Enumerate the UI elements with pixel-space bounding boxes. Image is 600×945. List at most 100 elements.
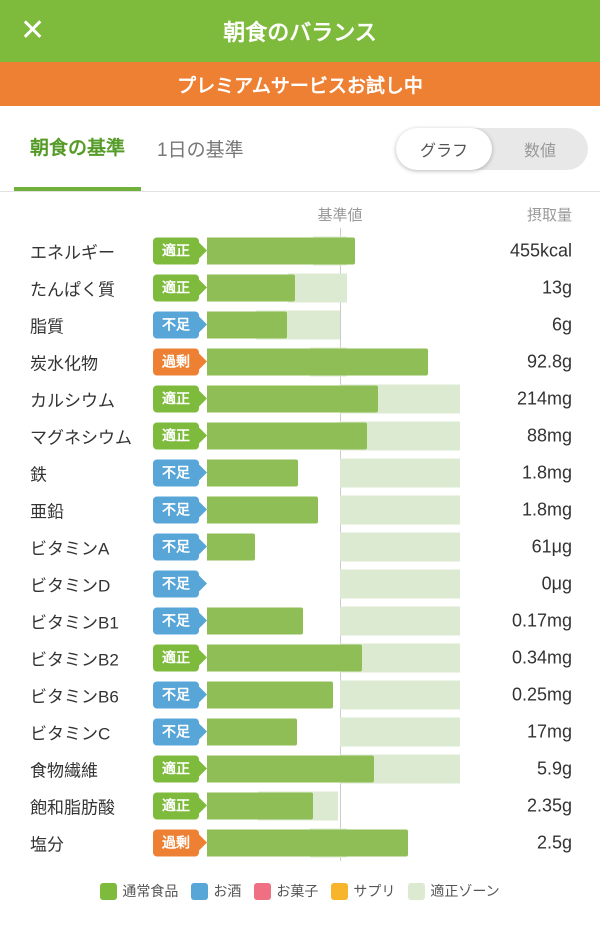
legend-label: お菓子 [276, 883, 319, 899]
intake-value: 2.5g [536, 832, 572, 852]
intake-value: 61μg [531, 536, 572, 556]
appropriate-zone [340, 458, 460, 487]
nutrient-label: 鉄 [30, 465, 47, 484]
intake-bar [207, 385, 378, 412]
intake-value: 5.9g [536, 758, 572, 778]
status-badge-label: 不足 [162, 575, 190, 592]
status-badge-label: 不足 [162, 612, 190, 629]
status-badge-label: 不足 [162, 464, 190, 481]
intake-bar [207, 607, 303, 634]
intake-bar [207, 644, 362, 671]
intake-bar [207, 237, 355, 264]
nutrient-row: ビタミンD 不足 0μg [0, 565, 600, 602]
intake-value: 92.8g [526, 351, 572, 371]
appropriate-zone [288, 273, 347, 302]
appropriate-zone [340, 532, 460, 561]
nutrient-label: たんぱく質 [30, 280, 115, 299]
status-badge: 過剰 [153, 348, 199, 375]
intake-value: 13g [541, 277, 572, 297]
nutrient-row: エネルギー 適正 455kcal [0, 232, 600, 269]
toggle-numeric-option[interactable]: 数値 [523, 142, 556, 160]
status-badge: 適正 [153, 422, 199, 449]
status-badge: 適正 [153, 274, 199, 301]
intake-value: 455kcal [509, 240, 572, 260]
nutrient-row: ビタミンA 不足 61μg [0, 528, 600, 565]
nutrient-label: マグネシウム [30, 428, 132, 447]
intake-bar [207, 348, 428, 375]
status-badge: 不足 [153, 496, 199, 523]
intake-bar [207, 422, 367, 449]
nutrient-row: 塩分 過剰 2.5g [0, 824, 600, 861]
page-title: 朝食のバランス [223, 20, 377, 45]
chart-rows: エネルギー 適正 455kcal たんぱく質 適正 13g 脂質 不足 6g 炭… [0, 232, 600, 861]
nutrient-row: ビタミンB1 不足 0.17mg [0, 602, 600, 639]
status-badge-label: 適正 [162, 797, 190, 814]
legend-label: 適正ゾーン [430, 883, 500, 899]
status-badge: 適正 [153, 644, 199, 671]
status-badge: 不足 [153, 607, 199, 634]
legend-swatch [254, 882, 272, 900]
legend-label: お酒 [213, 883, 242, 899]
intake-value: 0.25mg [511, 684, 572, 704]
status-badge: 適正 [153, 755, 199, 782]
intake-value: 2.35g [526, 795, 572, 815]
intake-bar [207, 533, 255, 560]
status-badge: 不足 [153, 570, 199, 597]
status-badge: 不足 [153, 311, 199, 338]
nutrient-row: 脂質 不足 6g [0, 306, 600, 343]
tab-day-standard[interactable]: 1日の基準 [157, 140, 244, 161]
intake-bar [207, 829, 408, 856]
intake-bar [207, 792, 313, 819]
status-badge-label: 適正 [162, 279, 190, 296]
nutrient-row: 亜鉛 不足 1.8mg [0, 491, 600, 528]
tab-breakfast-standard[interactable]: 朝食の基準 [14, 106, 142, 191]
intake-value: 17mg [526, 721, 572, 741]
appropriate-zone [340, 717, 460, 746]
toggle-graph-option[interactable]: グラフ [396, 127, 492, 170]
status-badge-label: 不足 [162, 686, 190, 703]
intake-value: 88mg [526, 425, 572, 445]
nutrient-label: ビタミンB1 [30, 613, 119, 632]
graph-numeric-toggle[interactable]: グラフ 数値 [396, 127, 588, 170]
intake-column-header: 摂取量 [526, 207, 572, 224]
intake-value: 0.34mg [511, 647, 572, 667]
legend-swatch [408, 882, 426, 900]
nutrient-row: ビタミンB6 不足 0.25mg [0, 676, 600, 713]
status-badge-label: 適正 [162, 427, 190, 444]
nutrient-label: 飽和脂肪酸 [30, 798, 115, 817]
nutrient-label: ビタミンB6 [30, 687, 119, 706]
status-badge-label: 適正 [162, 390, 190, 407]
nutrient-label: 亜鉛 [30, 502, 64, 521]
appropriate-zone [340, 606, 460, 635]
intake-value: 214mg [516, 388, 572, 408]
intake-bar [207, 681, 333, 708]
nutrient-row: ビタミンC 不足 17mg [0, 713, 600, 750]
intake-bar [207, 496, 318, 523]
status-badge: 過剰 [153, 829, 199, 856]
status-badge: 適正 [153, 792, 199, 819]
legend-label: サプリ [353, 883, 396, 899]
status-badge-label: 不足 [162, 538, 190, 555]
intake-value: 1.8mg [521, 499, 572, 519]
nutrient-label: ビタミンB2 [30, 650, 119, 669]
nutrient-label: ビタミンC [30, 724, 111, 743]
nutrient-row: 炭水化物 過剰 92.8g [0, 343, 600, 380]
intake-bar [207, 459, 298, 486]
intake-value: 1.8mg [521, 462, 572, 482]
close-icon[interactable]: ✕ [20, 14, 46, 47]
premium-trial-banner[interactable]: プレミアムサービスお試し中 [0, 62, 600, 106]
status-badge: 不足 [153, 718, 199, 745]
intake-bar [207, 718, 297, 745]
status-badge-label: 不足 [162, 501, 190, 518]
intake-bar [207, 274, 295, 301]
status-badge-label: 不足 [162, 316, 190, 333]
nutrient-row: 鉄 不足 1.8mg [0, 454, 600, 491]
legend-item: お菓子 [254, 881, 318, 901]
nutrient-row: 食物繊維 適正 5.9g [0, 750, 600, 787]
status-badge: 不足 [153, 459, 199, 486]
intake-bar [207, 311, 287, 338]
status-badge-label: 適正 [162, 760, 190, 777]
legend-swatch [331, 882, 349, 900]
intake-value: 0.17mg [511, 610, 572, 630]
status-badge-label: 適正 [162, 649, 190, 666]
